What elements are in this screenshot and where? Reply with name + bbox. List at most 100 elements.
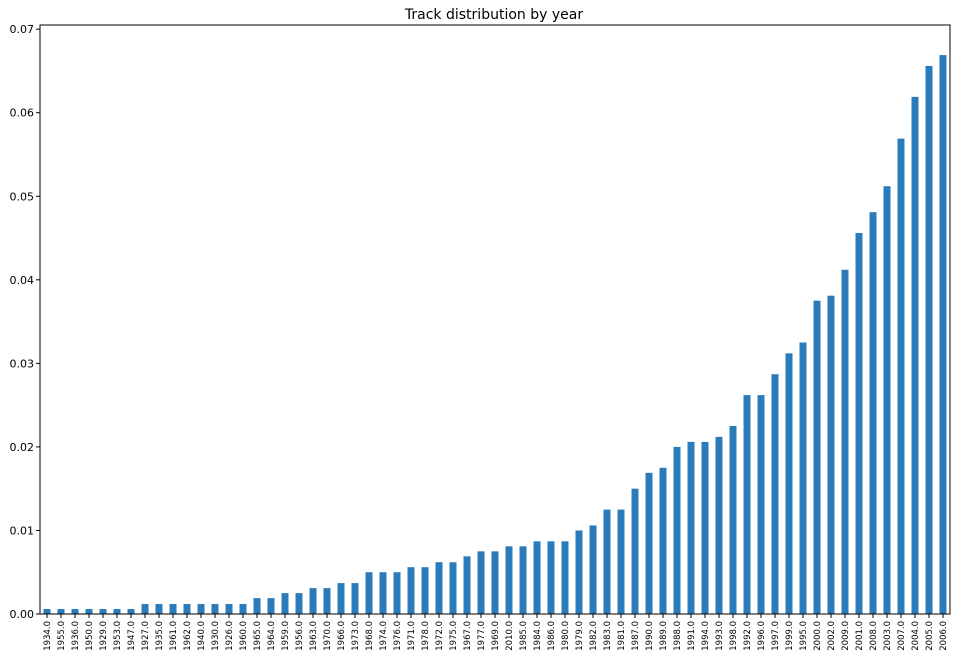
x-tick-label: 1983.0	[603, 621, 613, 651]
bar-1956.0	[295, 593, 303, 614]
bar-1953.0	[113, 608, 121, 614]
x-tick-label: 1965.0	[253, 621, 263, 651]
x-tick-label: 1927.0	[141, 621, 151, 651]
bar-2005.0	[925, 65, 933, 614]
x-tick-label: 1971.0	[407, 621, 417, 651]
chart-title: Track distribution by year	[404, 7, 583, 23]
x-tick-label: 1934.0	[43, 621, 53, 651]
bar-1960.0	[239, 603, 247, 614]
bar-1973.0	[351, 583, 359, 614]
bar-1930.0	[211, 603, 219, 614]
bar-2002.0	[827, 295, 835, 614]
bar-1966.0	[337, 583, 345, 614]
bar-1976.0	[393, 572, 401, 614]
x-tick-label: 1953.0	[113, 621, 123, 651]
x-tick-label: 1982.0	[589, 621, 599, 651]
bar-1977.0	[477, 551, 485, 614]
bar-2004.0	[911, 96, 919, 615]
x-tick-label: 1978.0	[421, 621, 431, 651]
x-tick-label: 1973.0	[351, 621, 361, 651]
x-tick-label: 2006.0	[939, 621, 949, 651]
bar-1963.0	[309, 588, 317, 614]
bar-1955.0	[57, 608, 65, 614]
bar-1969.0	[491, 551, 499, 614]
bar-1983.0	[603, 509, 611, 614]
x-tick-label: 1995.0	[799, 621, 809, 651]
x-tick-label: 1975.0	[449, 621, 459, 651]
y-axis: 0.00 0.01 0.02 0.03 0.04 0.05 0.06 0.07	[10, 23, 40, 621]
bar-1994.0	[701, 441, 709, 614]
x-tick-label: 1966.0	[337, 621, 347, 651]
plot-frame	[39, 24, 951, 615]
x-tick-label: 1950.0	[85, 621, 95, 651]
bar-2009.0	[841, 269, 849, 614]
x-tick-label: 1926.0	[225, 621, 235, 651]
bar-1997.0	[771, 374, 779, 614]
bar-2001.0	[855, 233, 863, 614]
x-tick-label: 2004.0	[911, 621, 921, 651]
x-tick-label: 1960.0	[239, 621, 249, 651]
bar-1964.0	[267, 598, 275, 614]
x-tick-label: 2005.0	[925, 621, 935, 651]
bar-1982.0	[589, 525, 597, 614]
x-tick-label: 2003.0	[883, 621, 893, 651]
x-tick-label: 1970.0	[323, 621, 333, 651]
bar-1984.0	[533, 541, 541, 614]
x-tick-label: 2010.0	[505, 621, 515, 651]
bar-1968.0	[365, 572, 373, 614]
bar-1999.0	[785, 353, 793, 614]
y-tick-label: 0.01	[10, 524, 35, 537]
x-tick-label: 2008.0	[869, 621, 879, 651]
x-tick-label: 1977.0	[477, 621, 487, 651]
x-tick-label: 1993.0	[715, 621, 725, 651]
bar-1985.0	[519, 546, 527, 614]
bar-1998.0	[729, 426, 737, 614]
bars-group	[43, 55, 947, 615]
x-tick-label: 2007.0	[897, 621, 907, 651]
bar-2006.0	[939, 55, 947, 614]
x-tick-label: 1955.0	[57, 621, 67, 651]
x-tick-label: 1967.0	[463, 621, 473, 651]
x-tick-label: 1961.0	[169, 621, 179, 651]
x-tick-label: 1968.0	[365, 621, 375, 651]
bar-1980.0	[561, 541, 569, 614]
bar-2003.0	[883, 186, 891, 615]
bar-1970.0	[323, 588, 331, 614]
bar-1940.0	[197, 603, 205, 614]
bar-1929.0	[99, 608, 107, 614]
y-tick-label: 0.00	[10, 608, 35, 621]
x-tick-label: 1969.0	[491, 621, 501, 651]
bar-1978.0	[421, 567, 429, 614]
bar-1936.0	[71, 608, 79, 614]
x-tick-label: 1947.0	[127, 621, 137, 651]
x-tick-label: 1959.0	[281, 621, 291, 651]
bar-1961.0	[169, 603, 177, 614]
x-tick-label: 1988.0	[673, 621, 683, 651]
bar-1990.0	[645, 472, 653, 614]
x-tick-label: 2000.0	[813, 621, 823, 651]
bar-1975.0	[449, 562, 457, 614]
x-tick-label: 1974.0	[379, 621, 389, 651]
bar-1991.0	[687, 441, 695, 614]
x-tick-label: 1992.0	[743, 621, 753, 651]
bar-1926.0	[225, 603, 233, 614]
bar-1979.0	[575, 530, 583, 614]
bar-2000.0	[813, 300, 821, 614]
bar-1972.0	[435, 562, 443, 614]
bar-1950.0	[85, 608, 93, 614]
x-tick-label: 1981.0	[617, 621, 627, 651]
x-tick-label: 1998.0	[729, 621, 739, 651]
x-tick-label: 1996.0	[757, 621, 767, 651]
bar-2007.0	[897, 138, 905, 614]
bar-1927.0	[141, 603, 149, 614]
bar-1974.0	[379, 572, 387, 614]
x-tick-label: 1985.0	[519, 621, 529, 651]
x-tick-label: 1991.0	[687, 621, 697, 651]
y-tick-label: 0.06	[10, 107, 35, 120]
x-tick-label: 1989.0	[659, 621, 669, 651]
bar-1988.0	[673, 446, 681, 614]
bar-1992.0	[743, 395, 751, 614]
x-tick-label: 1990.0	[645, 621, 655, 651]
x-tick-label: 1962.0	[183, 621, 193, 651]
